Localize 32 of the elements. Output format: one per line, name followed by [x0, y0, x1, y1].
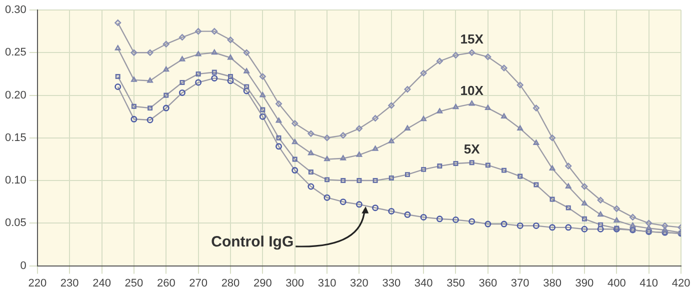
x-tick-label: 360: [478, 277, 498, 290]
x-tick-label: 390: [575, 277, 594, 290]
series-label: 5X: [464, 142, 480, 157]
x-tick-label: 380: [543, 277, 562, 290]
annotation: Control IgG: [211, 234, 294, 251]
y-tick-label: 0.25: [4, 46, 26, 59]
x-tick-label: 240: [92, 277, 111, 290]
x-tick-label: 280: [221, 277, 240, 290]
y-tick-label: 0.05: [4, 217, 26, 230]
x-tick-label: 310: [318, 277, 336, 290]
y-tick-label: 0.20: [4, 89, 26, 102]
series-label: 10X: [460, 82, 484, 98]
y-tick-label: 0.30: [4, 4, 26, 16]
x-tick-label: 260: [156, 277, 176, 290]
y-tick-label: 0.15: [4, 132, 26, 144]
x-tick-label: 300: [286, 277, 304, 290]
x-tick-label: 400: [607, 277, 626, 290]
x-tick-label: 290: [253, 277, 272, 290]
x-tick-label: 220: [28, 277, 47, 290]
x-tick-label: 320: [350, 277, 368, 290]
x-tick-label: 370: [510, 277, 530, 290]
x-tick-label: 410: [640, 277, 658, 290]
x-tick-label: 420: [672, 277, 690, 290]
x-tick-label: 230: [60, 277, 79, 290]
x-tick-label: 250: [124, 277, 144, 290]
series-label: 15X: [460, 32, 484, 47]
x-tick-label: 330: [382, 277, 401, 290]
x-tick-label: 350: [446, 277, 465, 290]
x-tick-label: 270: [189, 277, 208, 290]
y-tick-label: 0: [20, 260, 26, 272]
x-tick-label: 340: [414, 277, 433, 290]
y-tick-label: 0.10: [4, 174, 26, 187]
